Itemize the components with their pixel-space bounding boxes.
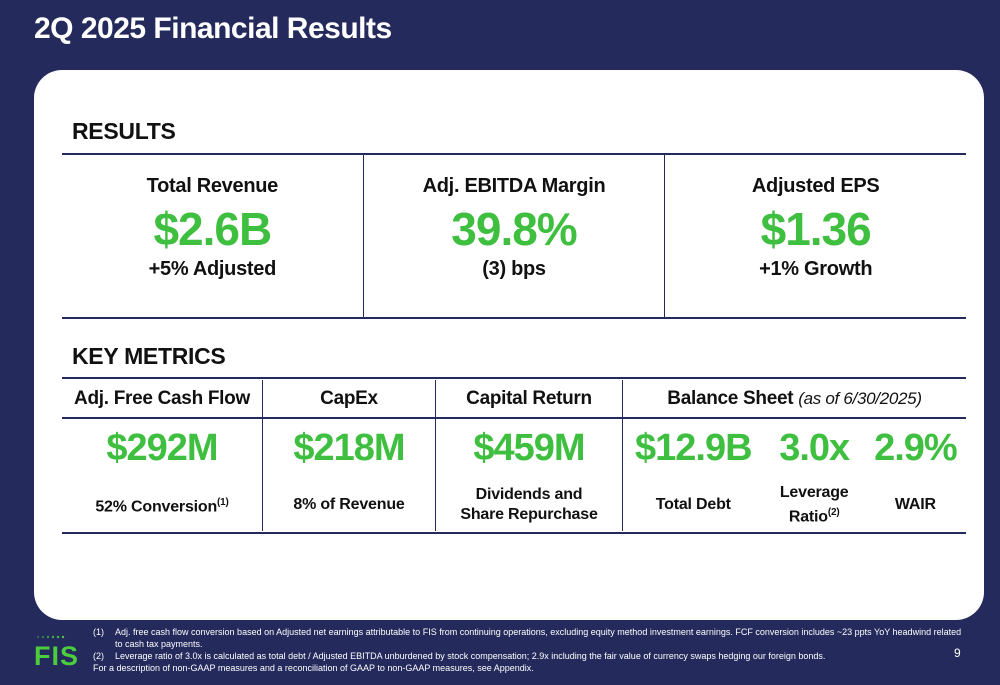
results-bottom-rule	[62, 317, 966, 319]
footnote-number: (1)	[93, 627, 104, 637]
key-metrics-top-rule	[62, 377, 966, 379]
key-metrics-bottom-rule	[62, 532, 966, 534]
metric-sub: Total Debt	[623, 483, 764, 527]
result-sub: (3) bps	[482, 258, 546, 280]
result-sub: +1% Growth	[759, 258, 873, 280]
key-metrics-heading: KEY METRICS	[72, 343, 226, 369]
metric-wair: 2.9% WAIR	[865, 419, 966, 531]
result-value: $1.36	[760, 203, 872, 255]
metric-capital-return: $459M Dividends and Share Repurchase	[435, 419, 622, 531]
metric-total-debt: $12.9B Total Debt	[623, 419, 764, 531]
metric-value: 3.0x	[779, 427, 850, 469]
results-heading: RESULTS	[72, 118, 176, 144]
result-label: Adjusted EPS	[751, 175, 880, 197]
result-ebitda-margin: Adj. EBITDA Margin 39.8% (3) bps	[362, 155, 665, 319]
footnote-1: (1) Adj. free cash flow conversion based…	[93, 626, 963, 650]
metric-sub-text: 8% of Revenue	[293, 496, 405, 513]
results-top-rule	[62, 153, 966, 155]
footnote-extra: For a description of non-GAAP measures a…	[93, 663, 534, 673]
content-card: RESULTS Total Revenue $2.6B +5% Adjusted…	[34, 70, 984, 620]
result-value: $2.6B	[153, 203, 272, 255]
header-free-cash-flow: Adj. Free Cash Flow	[74, 388, 250, 409]
metric-value: $292M	[106, 427, 218, 469]
metric-free-cash-flow: $292M 52% Conversion(1)	[62, 419, 262, 531]
metric-sub: 52% Conversion(1)	[62, 483, 262, 527]
page-number: 9	[954, 646, 961, 660]
footnote-number: (2)	[93, 651, 104, 661]
page-title: 2Q 2025 Financial Results	[34, 12, 392, 45]
footnote-text: Adj. free cash flow conversion based on …	[115, 627, 962, 649]
key-metrics-header: Adj. Free Cash Flow CapEx Capital Return…	[62, 380, 966, 418]
result-label: Total Revenue	[146, 175, 279, 197]
result-sub: +5% Adjusted	[148, 258, 277, 280]
result-total-revenue: Total Revenue $2.6B +5% Adjusted	[62, 155, 363, 319]
result-label: Adj. EBITDA Margin	[422, 175, 606, 197]
metric-sub: WAIR	[865, 483, 966, 527]
footnote-ref-2: (2)	[827, 506, 840, 518]
metric-value: $459M	[473, 427, 585, 469]
metric-value: 2.9%	[874, 427, 958, 469]
footnote-ref-1: (1)	[217, 496, 229, 508]
metric-value: $12.9B	[635, 427, 753, 469]
key-metrics-body: $292M 52% Conversion(1) $218M 8% of Reve…	[62, 419, 966, 531]
metric-sub: Leverage Ratio(2)	[764, 483, 865, 527]
metric-leverage: 3.0x Leverage Ratio(2)	[764, 419, 865, 531]
metric-sub-text: WAIR	[894, 496, 936, 513]
footnote-text: Leverage ratio of 3.0x is calculated as …	[115, 651, 826, 661]
key-metrics-header-rule	[62, 417, 966, 419]
footnotes: (1) Adj. free cash flow conversion based…	[93, 626, 963, 674]
balance-sheet-label: Balance Sheet	[667, 388, 794, 409]
fis-logo-icon: FIS	[34, 635, 79, 670]
result-value: 39.8%	[451, 203, 577, 255]
logo-text: FIS	[34, 641, 79, 670]
metric-sub-text: Dividends and Share Repurchase	[460, 486, 598, 523]
metric-sub: Dividends and Share Repurchase	[436, 483, 622, 527]
balance-sheet-note: (as of 6/30/2025)	[798, 389, 922, 408]
header-capex: CapEx	[262, 380, 435, 418]
header-capital-return: Capital Return	[435, 380, 622, 418]
metric-sub-text: Total Debt	[655, 496, 731, 513]
metric-capex: $218M 8% of Revenue	[262, 419, 435, 531]
metric-sub-text: 52% Conversion	[95, 498, 218, 516]
metric-balance-sheet: $12.9B Total Debt 3.0x Leverage Ratio(2)…	[622, 419, 966, 531]
results-grid: Total Revenue $2.6B +5% Adjusted Adj. EB…	[62, 155, 966, 319]
result-adjusted-eps: Adjusted EPS $1.36 +1% Growth	[664, 155, 966, 319]
header-balance-sheet: Balance Sheet (as of 6/30/2025)	[622, 380, 966, 418]
metric-sub-text: Leverage Ratio	[779, 483, 849, 526]
footnote-2: (2) Leverage ratio of 3.0x is calculated…	[93, 650, 963, 662]
metric-value: $218M	[293, 427, 405, 469]
metric-sub: 8% of Revenue	[263, 483, 435, 527]
